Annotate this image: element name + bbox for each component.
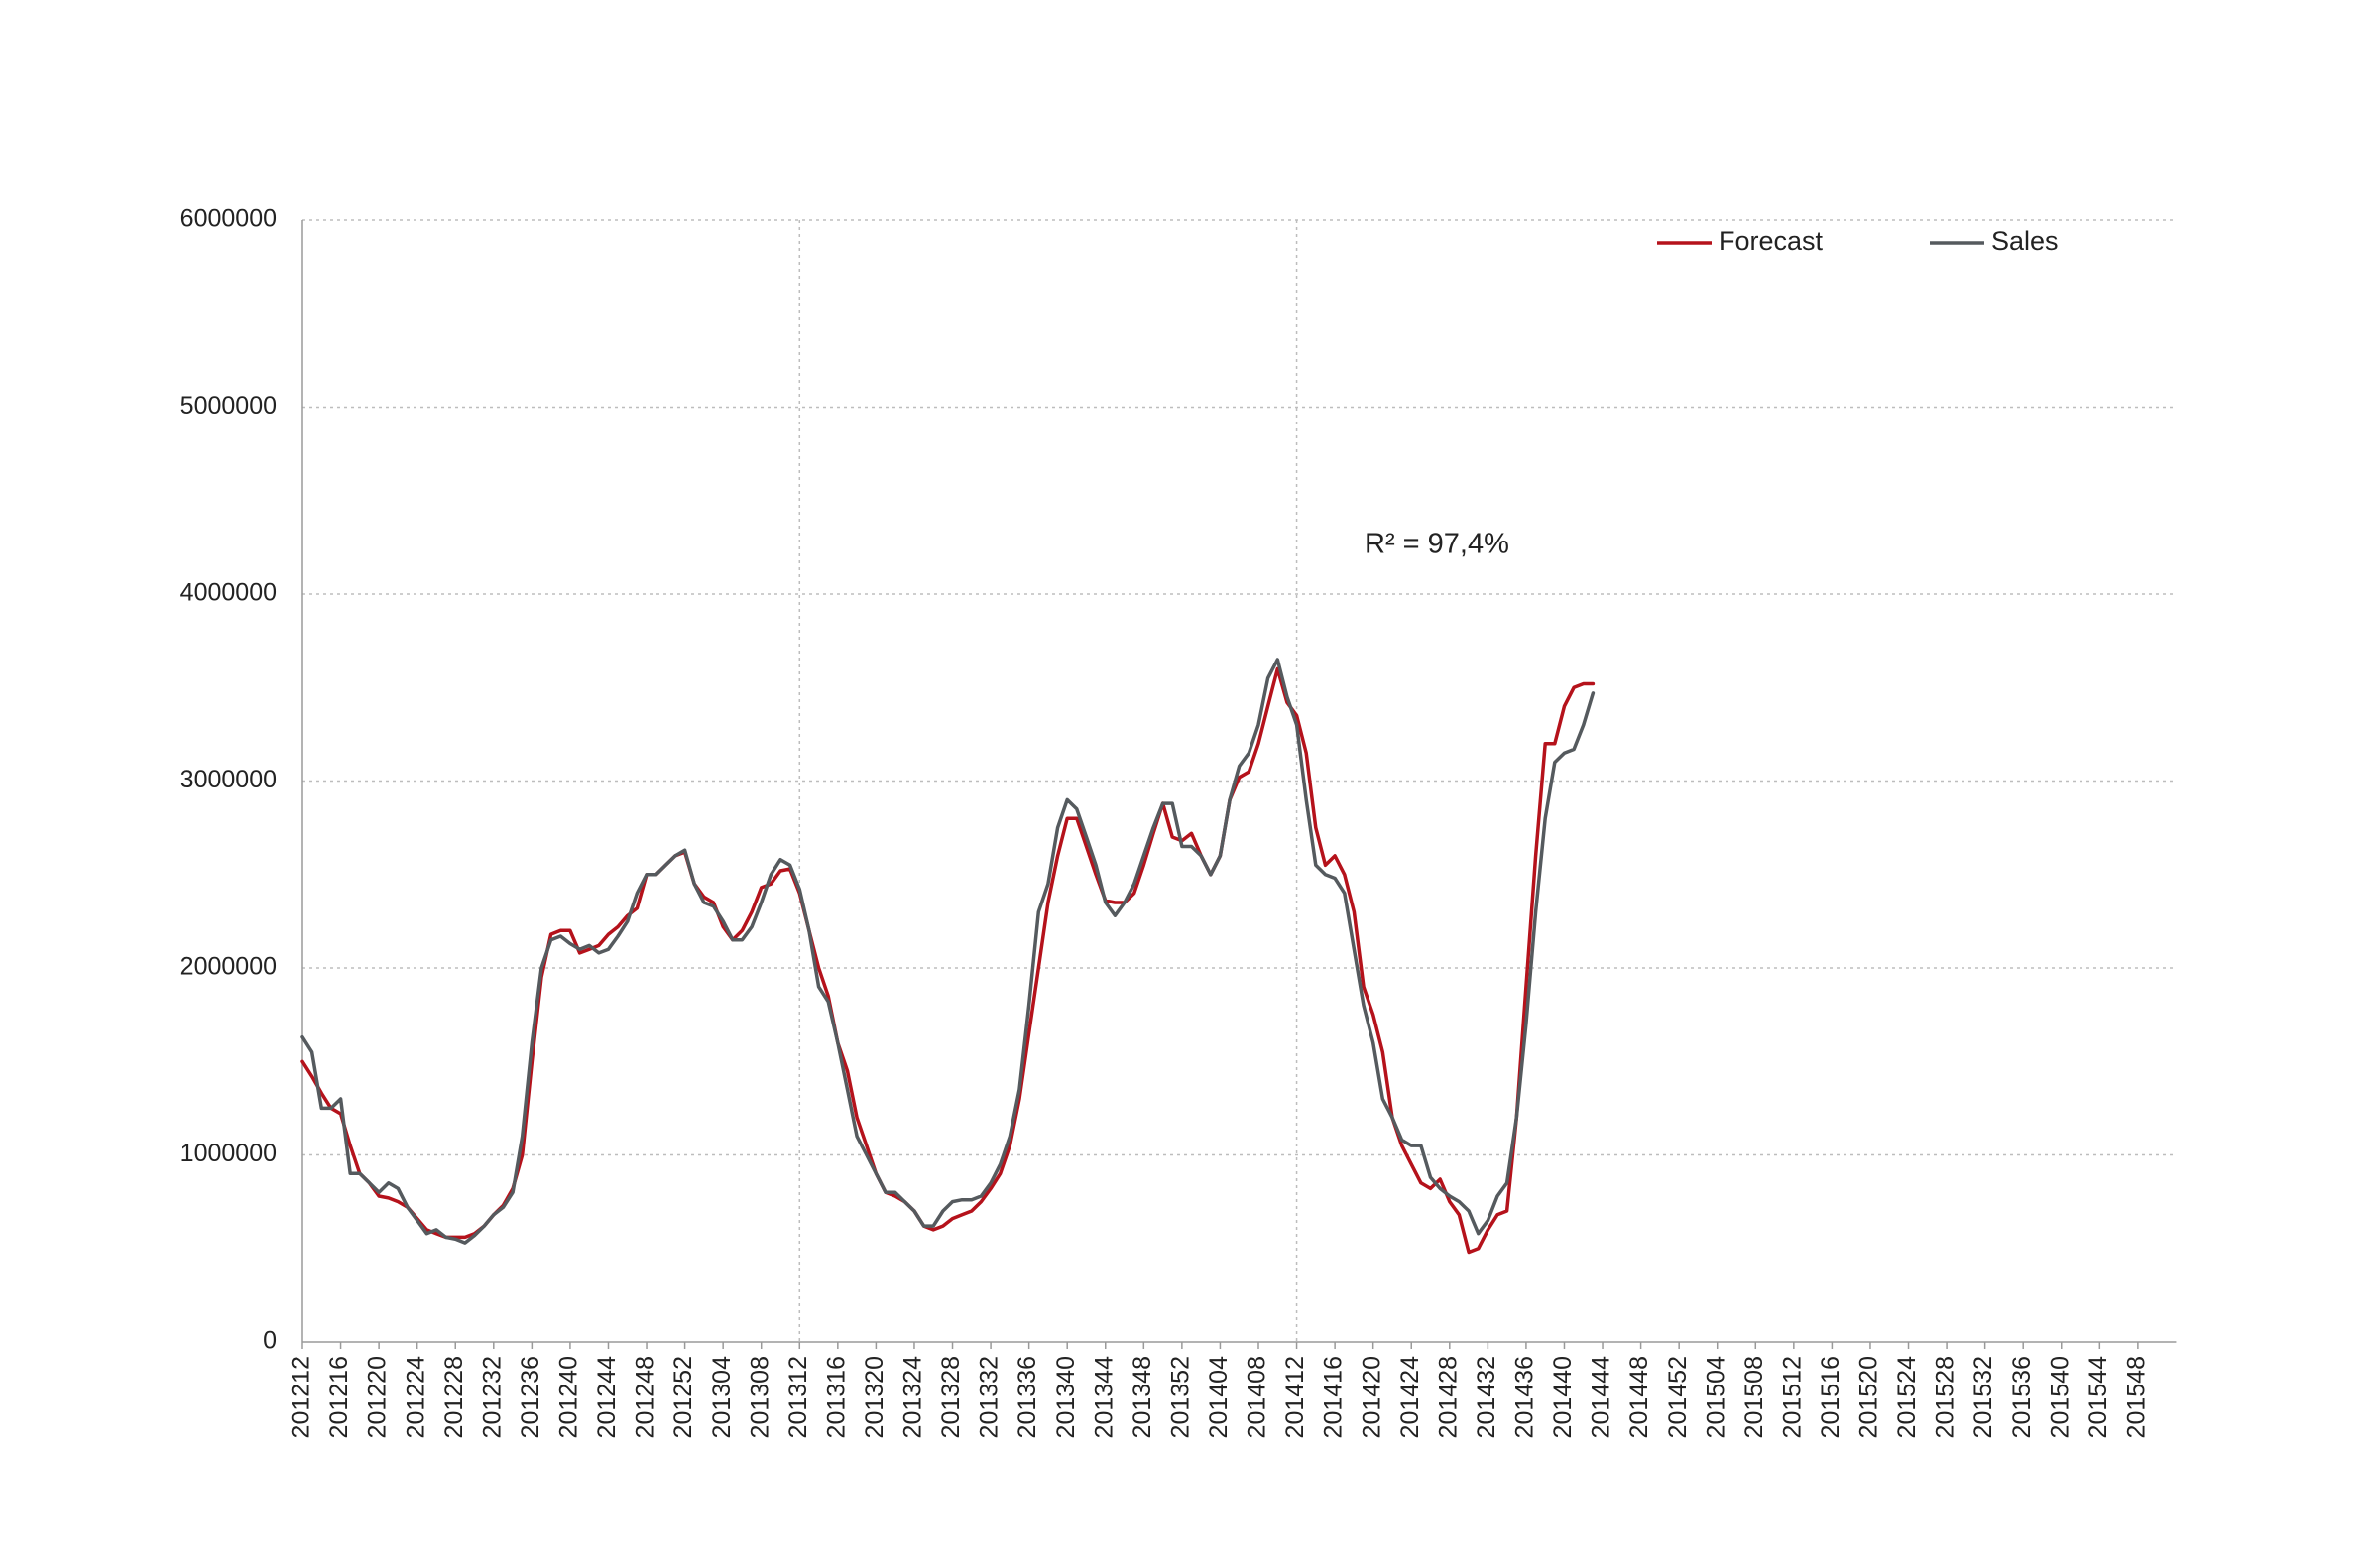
y-tick-label: 3000000 [180,766,277,793]
x-tick-label: 201524 [1893,1356,1921,1439]
x-tick-label: 201404 [1205,1356,1233,1439]
x-tick-label: 201444 [1588,1356,1615,1439]
x-tick-label: 201324 [899,1356,927,1439]
x-tick-label: 201416 [1320,1356,1348,1438]
y-tick-label: 5000000 [180,392,277,420]
x-tick-label: 201304 [708,1356,736,1439]
x-tick-label: 201252 [669,1356,697,1438]
x-tick-label: 201316 [822,1356,850,1438]
y-tick-label: 0 [263,1327,277,1355]
x-tick-label: 201216 [325,1356,353,1438]
x-tick-label: 201544 [2084,1356,2112,1439]
y-tick-label: 4000000 [180,579,277,607]
x-tick-label: 201540 [2046,1356,2074,1438]
x-tick-label: 201328 [937,1356,965,1438]
x-tick-label: 201512 [1778,1356,1806,1438]
legend-label: Sales [1991,226,2059,256]
y-tick-label: 1000000 [180,1140,277,1167]
series-line [300,666,1596,1255]
x-tick-label: 201240 [555,1356,583,1438]
x-tick-label: 201232 [478,1356,506,1438]
x-tick-label: 201344 [1090,1356,1118,1439]
annotation: R² = 97,4% [1365,529,1509,560]
x-tick-label: 201244 [593,1356,621,1439]
x-tick-label: 201336 [1013,1356,1041,1438]
x-tick-label: 201212 [288,1356,315,1438]
legend-label: Forecast [1719,226,1824,256]
x-tick-label: 201448 [1625,1356,1653,1438]
x-tick-label: 201508 [1740,1356,1768,1438]
x-tick-label: 201340 [1052,1356,1080,1438]
x-tick-label: 201248 [632,1356,659,1438]
x-tick-label: 201424 [1396,1356,1424,1439]
x-tick-label: 201436 [1511,1356,1539,1438]
x-tick-label: 201432 [1473,1356,1500,1438]
x-tick-label: 201220 [364,1356,392,1438]
x-tick-label: 201452 [1664,1356,1692,1438]
x-tick-label: 201536 [2008,1356,2036,1438]
x-tick-label: 201520 [1855,1356,1883,1438]
x-tick-label: 201308 [746,1356,774,1438]
x-tick-label: 201236 [517,1356,544,1438]
x-tick-label: 201516 [1817,1356,1844,1438]
x-tick-label: 201440 [1549,1356,1577,1438]
x-tick-label: 201320 [861,1356,889,1438]
x-tick-label: 201420 [1358,1356,1385,1438]
x-tick-label: 201352 [1166,1356,1194,1438]
x-tick-label: 201548 [2122,1356,2150,1438]
x-tick-label: 201412 [1281,1356,1309,1438]
x-tick-label: 201428 [1434,1356,1462,1438]
x-tick-label: 201528 [1932,1356,1960,1438]
series-line [300,658,1596,1245]
x-tick-label: 201224 [402,1356,429,1439]
x-tick-label: 201228 [440,1356,468,1438]
y-tick-label: 6000000 [180,205,277,233]
x-tick-label: 201348 [1129,1356,1156,1438]
x-tick-label: 201504 [1702,1356,1729,1439]
x-tick-label: 201408 [1244,1356,1271,1438]
x-tick-label: 201532 [1969,1356,1997,1438]
x-tick-label: 201312 [784,1356,812,1438]
x-tick-label: 201332 [976,1356,1004,1438]
y-tick-label: 2000000 [180,953,277,981]
